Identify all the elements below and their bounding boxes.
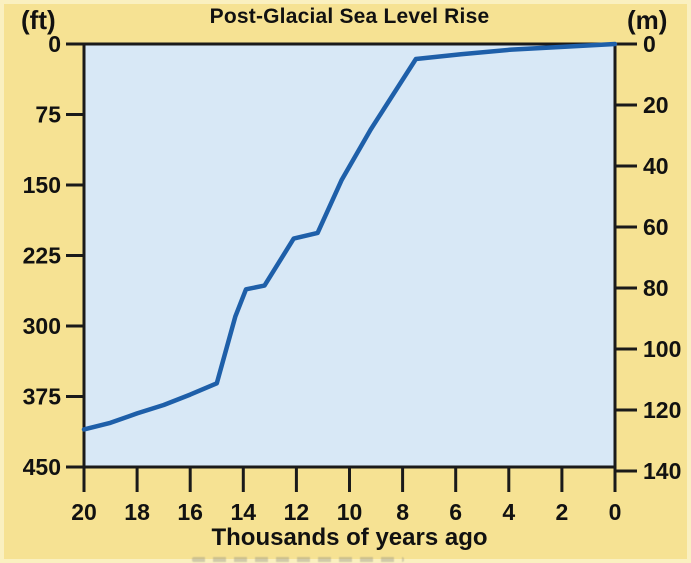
cropped-text-artifact [192, 557, 404, 562]
left-axis-tick-label: 300 [23, 313, 61, 339]
x-axis-tick-label: 18 [124, 499, 150, 525]
right-axis-tick-label: 80 [643, 275, 669, 301]
left-axis-tick-label: 0 [48, 31, 61, 57]
left-axis-tick-label: 375 [23, 384, 62, 410]
right-axis-tick-label: 100 [643, 336, 681, 362]
left-axis-tick-label: 150 [23, 172, 61, 198]
left-axis-tick-label: 450 [23, 454, 61, 480]
x-axis-tick-label: 14 [231, 499, 257, 525]
x-axis-title: Thousands of years ago [211, 524, 488, 551]
x-axis-tick-label: 8 [396, 499, 409, 525]
right-axis-tick-label: 40 [643, 153, 669, 179]
x-axis-tick-label: 16 [177, 499, 203, 525]
x-axis-tick-label: 0 [609, 499, 622, 525]
left-axis-tick-label: 75 [35, 102, 61, 128]
x-axis-tick-label: 4 [502, 499, 515, 525]
right-axis-tick-label: 140 [643, 458, 681, 484]
sea-level-line [81, 41, 618, 432]
chart-title: Post-Glacial Sea Level Rise [209, 5, 490, 28]
right-axis-tick-label: 0 [643, 31, 656, 57]
x-axis-tick-label: 6 [449, 499, 462, 525]
x-axis-tick-label: 12 [284, 499, 310, 525]
x-axis-tick-label: 10 [337, 499, 363, 525]
right-axis-tick-label: 120 [643, 397, 681, 423]
x-axis-tick-label: 2 [556, 499, 569, 525]
right-axis-tick-label: 60 [643, 214, 669, 240]
left-axis-unit-label: (ft) [21, 5, 56, 35]
left-axis-tick-label: 225 [23, 243, 62, 269]
right-axis-tick-label: 20 [643, 92, 669, 118]
right-axis-unit-label: (m) [627, 5, 668, 35]
x-axis-tick-label: 20 [71, 499, 97, 525]
